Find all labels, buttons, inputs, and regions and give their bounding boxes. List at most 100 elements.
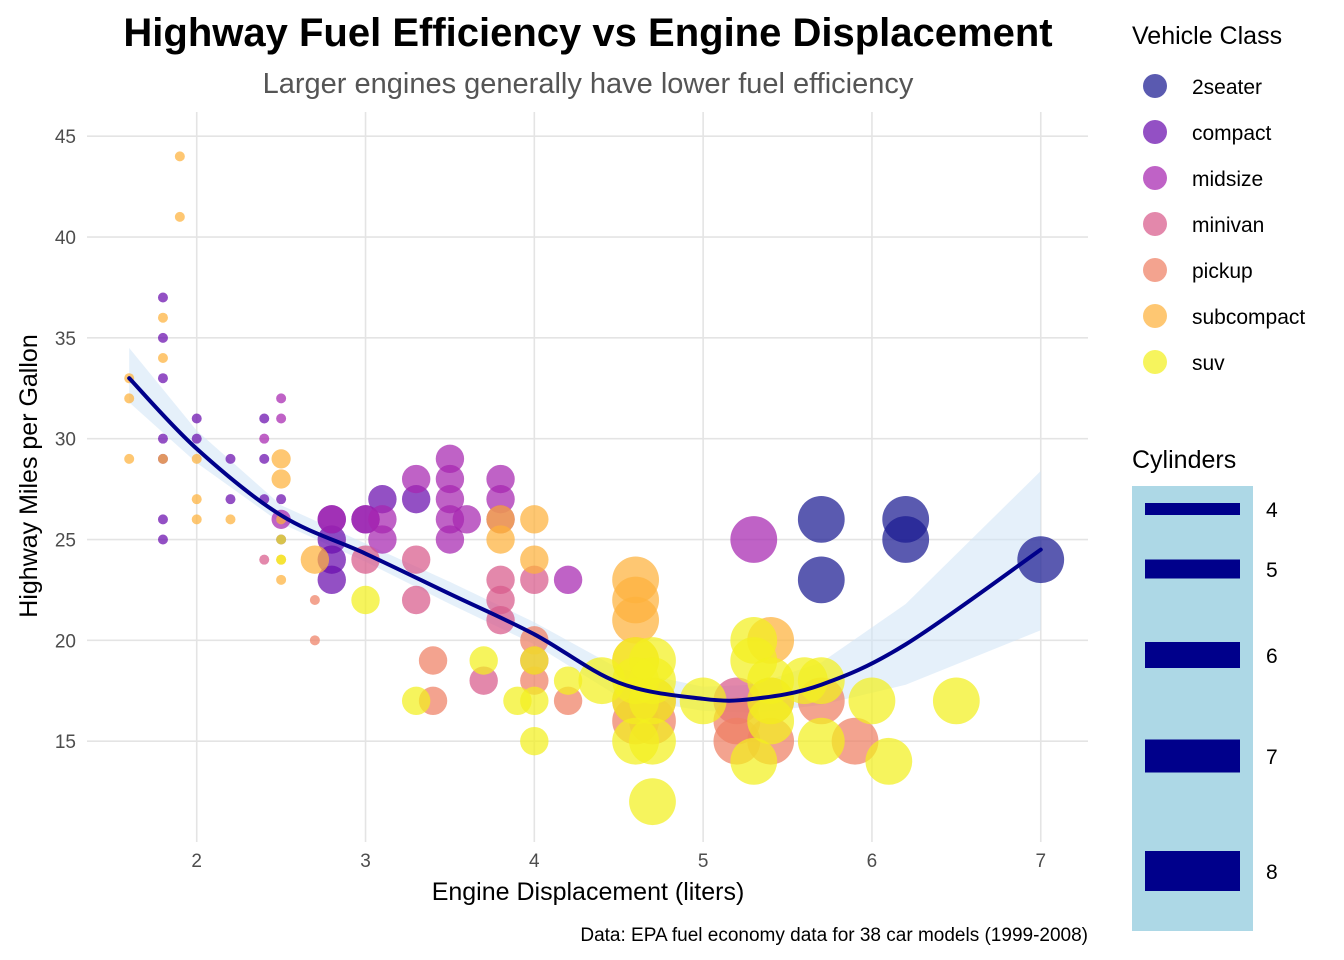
size-label-5: 5: [1266, 559, 1278, 582]
point-midsize: [486, 484, 515, 514]
point-minivan: [401, 585, 431, 615]
point-2seater: [882, 516, 930, 563]
legend-swatch-suv: [1143, 350, 1167, 374]
point-pickup: [520, 626, 549, 655]
legend-label-2seater: 2seater: [1192, 76, 1262, 99]
point-subcompact: [300, 545, 330, 574]
point-midsize: [553, 565, 583, 595]
point-suv: [797, 717, 845, 765]
point-midsize: [317, 505, 346, 534]
point-suv: [401, 686, 431, 716]
y-tick-label: 35: [55, 329, 76, 350]
smooth-trend-line: [127, 376, 1043, 703]
point-suv: [520, 646, 549, 675]
point-subcompact: [191, 494, 202, 505]
point-suv: [629, 677, 676, 725]
legend-swatch-compact: [1143, 120, 1167, 144]
point-midsize: [368, 525, 397, 554]
point-subcompact: [157, 453, 168, 464]
y-tick-label: 20: [55, 631, 76, 652]
point-suv: [351, 585, 380, 615]
point-compact: [368, 484, 397, 514]
size-label-7: 7: [1266, 746, 1278, 769]
point-suv: [747, 697, 795, 745]
point-suv: [865, 737, 913, 785]
size-label-6: 6: [1266, 645, 1278, 668]
point-subcompact: [191, 453, 202, 464]
point-minivan: [486, 565, 515, 595]
point-2seater: [797, 556, 845, 604]
point-subcompact: [520, 545, 549, 574]
y-tick-label: 30: [55, 430, 76, 451]
point-minivan: [401, 545, 431, 574]
size-key-4: [1145, 503, 1240, 515]
point-midsize: [435, 444, 465, 474]
point-subcompact: [124, 453, 135, 464]
point-suv: [848, 677, 896, 725]
point-midsize: [452, 505, 482, 534]
point-compact: [157, 514, 168, 525]
point-subcompact: [174, 151, 185, 162]
point-midsize: [486, 464, 515, 494]
point-subcompact: [271, 469, 291, 489]
size-key-7: [1145, 739, 1240, 773]
point-midsize: [401, 464, 431, 494]
point-2seater: [797, 495, 845, 543]
size-label-4: 4: [1266, 499, 1278, 522]
point-compact: [225, 453, 236, 464]
point-2seater: [1017, 536, 1065, 584]
legend-label-minivan: minivan: [1192, 214, 1264, 237]
legend-label-suv: suv: [1192, 352, 1225, 375]
point-suv: [797, 657, 845, 705]
point-suv: [276, 554, 287, 565]
size-legend-title: Cylinders: [1132, 446, 1236, 474]
point-compact: [401, 484, 431, 514]
point-suv: [520, 726, 549, 756]
point-compact: [259, 453, 270, 464]
point-compact: [157, 332, 168, 343]
point-compact: [225, 494, 236, 505]
point-subcompact: [276, 574, 287, 585]
point-suv: [520, 686, 549, 716]
point-compact: [157, 373, 168, 384]
point-compact: [157, 534, 168, 545]
point-compact: [276, 494, 287, 505]
point-subcompact: [124, 393, 135, 404]
color-legend-title: Vehicle Class: [1132, 22, 1282, 50]
y-tick-label: 40: [55, 228, 76, 249]
point-subcompact: [157, 353, 168, 364]
legend-label-compact: compact: [1192, 122, 1272, 145]
point-subcompact: [612, 596, 660, 644]
point-suv: [679, 677, 727, 725]
point-subcompact: [157, 312, 168, 323]
point-minivan: [520, 565, 549, 595]
point-suv: [276, 534, 287, 545]
point-subcompact: [174, 211, 185, 222]
point-midsize: [435, 484, 465, 514]
x-axis-title: Engine Displacement (liters): [432, 878, 745, 906]
point-suv: [469, 646, 498, 675]
point-midsize: [435, 464, 465, 494]
size-key-6: [1145, 642, 1240, 668]
x-tick-label: 7: [1035, 851, 1046, 872]
point-suv: [553, 666, 583, 695]
legend-swatch-2seater: [1143, 74, 1167, 98]
chart-title: Highway Fuel Efficiency vs Engine Displa…: [123, 11, 1052, 55]
legend-label-pickup: pickup: [1192, 260, 1253, 283]
size-key-8: [1145, 851, 1240, 891]
point-subcompact: [486, 525, 515, 554]
point-pickup: [309, 635, 320, 646]
point-midsize: [730, 516, 778, 563]
y-tick-label: 25: [55, 531, 76, 552]
y-axis-title: Highway Miles per Gallon: [15, 334, 43, 617]
point-suv: [629, 778, 676, 826]
point-compact: [317, 565, 346, 595]
x-tick-label: 5: [698, 851, 709, 872]
vehicle-class-legend: Vehicle Class 2seater compact midsize miniv…: [1132, 22, 1305, 375]
point-pickup: [831, 717, 879, 765]
x-tick-label: 3: [360, 851, 371, 872]
point-compact: [259, 413, 270, 424]
point-midsize: [368, 505, 397, 534]
y-tick-label: 15: [55, 732, 76, 753]
